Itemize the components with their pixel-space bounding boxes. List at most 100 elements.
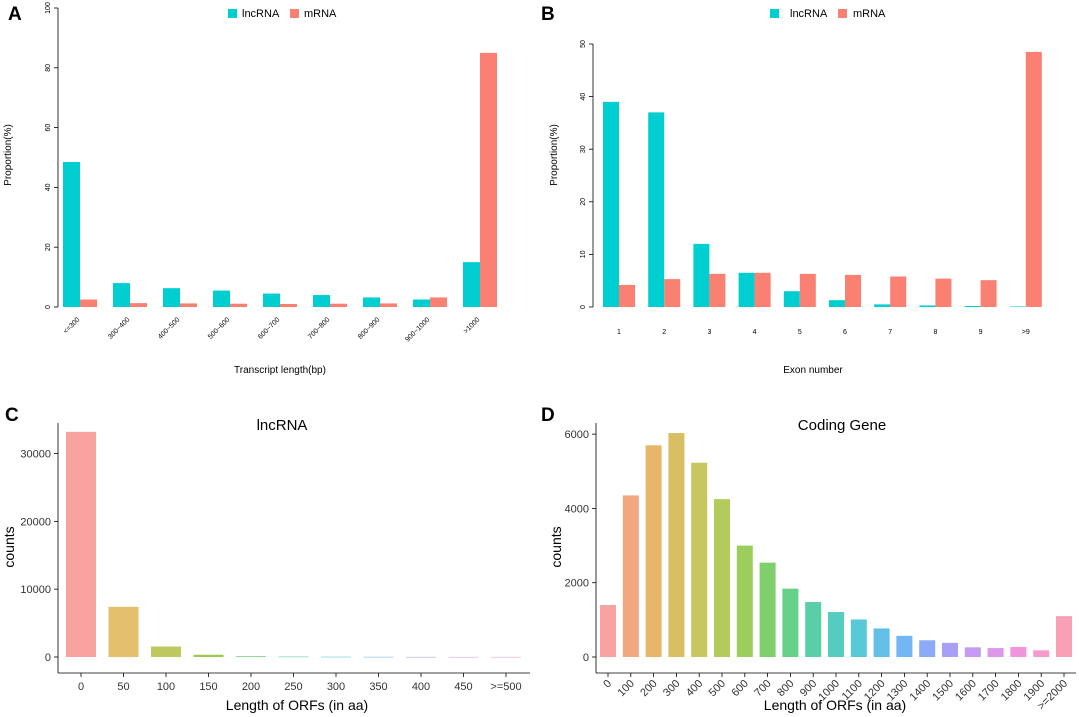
panel-d-bar	[622, 495, 639, 657]
panel-d-xlabel: Length of ORFs (in aa)	[764, 697, 906, 713]
panel-a-ytick-label: 100	[45, 2, 52, 14]
panel-b-bar-mrna	[619, 284, 635, 307]
panel-a-y-ticks: 0 20 40 60 80 100	[45, 2, 58, 309]
panel-d-xtick-label: 1400	[908, 678, 934, 704]
panel-d-xtick-label: 1700	[976, 678, 1002, 704]
panel-d-bar	[987, 648, 1004, 657]
panel-b-bars	[603, 51, 1042, 307]
panel-d-bar	[691, 462, 708, 657]
panel-b-legend-label-mrna: mRNA	[853, 8, 886, 20]
panel-b-bar-mrna	[1025, 51, 1042, 307]
panel-b-bar-mrna	[890, 276, 907, 307]
panel-d-xtick-label: 200	[638, 678, 659, 699]
panel-letter-c: C	[5, 405, 19, 426]
panel-d-bar	[1033, 650, 1050, 657]
panel-d-xtick-label: 1500	[930, 678, 956, 704]
panel-a-bar-lncrna	[263, 293, 280, 307]
panel-a-xtick-label: 900~1000	[404, 316, 431, 343]
panel-b-xtick-label: 9	[979, 329, 983, 336]
panel-a-bar-lncrna	[363, 297, 380, 307]
panel-c-xtick-label: 400	[412, 681, 430, 693]
panel-b-chart: lncRNA mRNA 0 10 20 30 40 50 1 2 3 4 5 6 7 8 9 >9 Prop…	[549, 8, 1042, 376]
panel-d-xtick-label: 500	[707, 678, 728, 699]
panel-a-xtick-label: 700~800	[307, 316, 331, 340]
panel-c-x-ticks: 0 50 100 150 200 250 300 350 400 450 >=500	[78, 673, 522, 693]
panel-a-ylabel: Proportion(%)	[3, 124, 14, 186]
panel-a-bar-mrna	[130, 303, 147, 307]
panel-a-ytick-label: 20	[45, 243, 52, 251]
panel-b-bar-lncrna	[648, 112, 665, 307]
panel-c-xtick-label: 300	[327, 681, 345, 693]
panel-b-ytick-label: 0	[580, 305, 587, 309]
panel-a-bar-mrna	[180, 303, 197, 307]
panel-a-bar-mrna	[280, 304, 297, 307]
panel-b-ylabel: Proportion(%)	[549, 124, 560, 186]
panel-d-bar	[828, 612, 844, 657]
panel-a-ytick-label: 0	[45, 305, 52, 309]
panel-c-bar	[151, 646, 181, 657]
panel-c-xlabel: Length of ORFs (in aa)	[226, 697, 368, 713]
panel-d-ytick-label: 6000	[565, 429, 589, 441]
panel-b-legend-swatch-lncrna	[770, 9, 779, 18]
panel-c-bar	[193, 654, 224, 657]
panel-d-bar	[1010, 646, 1027, 657]
panel-c-xtick-label: 450	[454, 681, 472, 693]
panel-d-xtick-label: 300	[661, 678, 682, 699]
panel-a-x-ticks: <=300 300~400 400~500 500~600 600~700 700~800…	[62, 316, 481, 343]
panel-a-legend-label-lncrna: lncRNA	[242, 8, 280, 20]
panel-d-bar	[600, 605, 616, 657]
panel-d-xtick-label: 600	[729, 678, 750, 699]
panel-d-bar	[1056, 616, 1072, 657]
panel-d-bar	[714, 499, 730, 657]
panel-c-xtick-label: 0	[78, 681, 84, 693]
panel-d-xtick-label: 400	[684, 678, 705, 699]
panel-a-xtick-label: 400~500	[157, 316, 181, 340]
panel-c-xtick-label: 150	[199, 681, 217, 693]
panel-b-bar-lncrna	[919, 305, 936, 307]
panel-a-legend-swatch-mrna	[290, 9, 299, 18]
panel-b-bar-mrna	[935, 278, 952, 307]
panel-b-bar-lncrna	[603, 101, 619, 307]
panel-a-ytick-label: 80	[45, 64, 52, 72]
panel-b-xlabel: Exon number	[783, 365, 843, 376]
panel-b-bar-lncrna	[693, 243, 710, 307]
panel-c-ytick-label: 20000	[20, 516, 51, 528]
panel-c-ytick-label: 30000	[20, 449, 51, 461]
panel-d-xtick-label: 1800	[999, 678, 1025, 704]
panel-d-xtick-label: 0	[601, 678, 614, 691]
panel-d-bar	[919, 640, 936, 657]
panel-b-y-ticks: 0 10 20 30 40 50	[580, 40, 593, 309]
panel-c-title: lncRNA	[257, 417, 308, 434]
panel-a-xlabel: Transcript length(bp)	[234, 365, 326, 376]
panel-d-bar	[873, 628, 890, 657]
panel-c-y-ticks: 0 10000 20000 30000	[20, 449, 58, 664]
panel-d-bar	[668, 433, 685, 657]
panel-a-bar-lncrna	[113, 283, 130, 307]
panel-d-xtick-label: 800	[775, 678, 796, 699]
panel-a-ytick-label: 40	[45, 183, 52, 191]
panel-b-ytick-label: 30	[580, 145, 587, 153]
panel-a-xtick-label: 300~400	[107, 316, 131, 340]
panel-c-xtick-label: 200	[242, 681, 260, 693]
panel-b-bar-lncrna	[874, 304, 891, 307]
panel-d-title: Coding Gene	[798, 417, 886, 434]
panel-d-xtick-label: 700	[752, 678, 773, 699]
panel-d-bar	[645, 445, 662, 657]
panel-c-bar	[448, 656, 479, 658]
panel-b-legend-label-lncrna: lncRNA	[790, 8, 828, 20]
panel-c-xtick-label: 100	[157, 681, 175, 693]
panel-c-chart: lncRNA 0 10000 20000 30000 0 50 100 150 200 250 3…	[1, 417, 530, 713]
panel-c-xtick-label: >=500	[490, 681, 521, 693]
panel-b-bar-mrna	[754, 272, 771, 307]
panel-a-legend-label-mrna: mRNA	[304, 8, 337, 20]
panel-c-bar	[321, 656, 351, 658]
panel-d-ytick-label: 4000	[565, 503, 589, 515]
panel-b-bar-lncrna	[964, 305, 981, 307]
panel-c-xtick-label: 50	[117, 681, 129, 693]
panel-b-xtick-label: 6	[843, 329, 847, 336]
panel-a-bar-lncrna	[63, 161, 80, 307]
panel-b-bar-lncrna	[829, 300, 845, 307]
panel-d-ylabel: counts	[548, 526, 564, 567]
